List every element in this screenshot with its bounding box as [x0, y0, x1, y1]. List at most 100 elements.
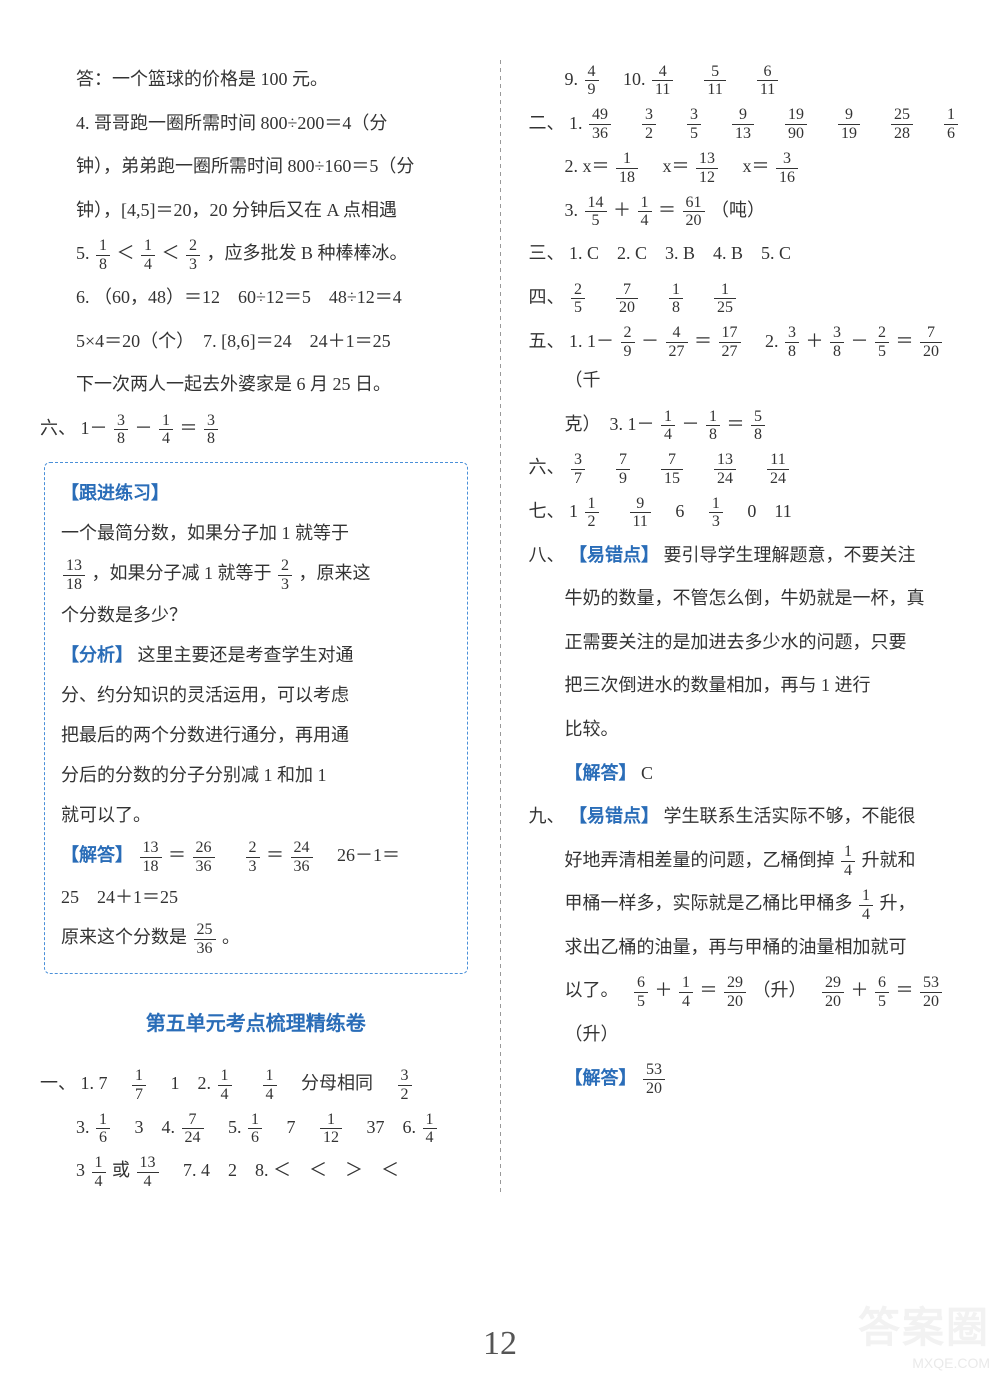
text: 分后的分数的分子分别减 1 和加 1 — [61, 757, 451, 793]
text: 把三次倒进水的数量相加，再与 1 进行 — [529, 666, 961, 706]
fraction: 14 — [638, 194, 652, 230]
fraction: 2436 — [291, 839, 313, 875]
text: 3. — [76, 1117, 94, 1137]
fraction: 17 — [132, 1067, 146, 1103]
fraction: 1324 — [714, 451, 736, 487]
fraction: 14 — [263, 1067, 277, 1103]
text: ＝ — [896, 980, 914, 1000]
text: x＝ — [645, 156, 690, 176]
text: 6 — [657, 501, 702, 521]
fraction: 2528 — [891, 106, 913, 142]
text: 1 2. — [153, 1073, 216, 1093]
text: 答：一个篮球的价格是 100 元。 — [40, 60, 472, 100]
section-label: 一、 — [40, 1064, 76, 1104]
fraction: 427 — [666, 324, 688, 360]
text — [920, 113, 938, 133]
fraction: 1990 — [785, 106, 807, 142]
text: ，原来这 — [299, 563, 371, 583]
fraction: 715 — [661, 451, 683, 487]
text: （升） — [529, 1015, 961, 1055]
text: 【解答】 C — [529, 754, 961, 794]
text: 个分数是多少？ — [61, 597, 451, 633]
text: ＋ — [655, 980, 673, 1000]
text: 三、 1. C 2. C 3. B 4. B 5. C — [529, 234, 961, 274]
text — [814, 113, 832, 133]
text: 钟），[4,5]＝20，20 分钟后又在 A 点相遇 — [40, 191, 472, 231]
text: 7. 4 2 8. ＜ ＜ ＞ ＜ — [165, 1160, 399, 1180]
fraction: 79 — [616, 451, 630, 487]
text: 原来这个分数是 2536 。 — [61, 919, 451, 957]
text: － — [851, 331, 869, 351]
text: 【解答】 5320 — [529, 1059, 961, 1099]
fraction: 49 — [585, 63, 599, 99]
text: 六、 1－ 38 － 14 ＝ 38 — [40, 409, 472, 449]
text: 2. — [747, 331, 783, 351]
text: 3 14 或 134 7. 4 2 8. ＜ ＜ ＞ ＜ — [40, 1151, 472, 1191]
fraction: 2636 — [193, 839, 215, 875]
text: 分母相同 — [283, 1073, 391, 1093]
tag: 【解答】 — [565, 1068, 637, 1088]
section-label: 四、 — [529, 278, 565, 318]
text: 升就和 — [862, 850, 916, 870]
section-label: 六、 — [529, 448, 565, 488]
text: 升， — [880, 893, 916, 913]
fraction: 13 — [709, 495, 723, 531]
fraction: 16 — [248, 1111, 262, 1147]
text: 好地弄清相差量的问题，乙桶倒掉 14 升就和 — [529, 841, 961, 881]
text: 这里主要还是考查学生对通 — [138, 645, 354, 665]
text: 2. x＝ 118 x＝ 1312 x＝ 316 — [529, 147, 961, 187]
text: － — [135, 418, 153, 438]
text: 3 — [76, 1160, 85, 1180]
left-column: 答：一个篮球的价格是 100 元。 4. 哥哥跑一圈所需时间 800÷200＝4… — [40, 60, 472, 1195]
fraction: 2920 — [822, 974, 844, 1010]
fraction: 112 — [320, 1111, 342, 1147]
fraction: 1318 — [140, 839, 162, 875]
fraction: 35 — [687, 106, 701, 142]
text: 克） 3. 1－ 14 － 18 ＝ 58 — [529, 405, 961, 445]
fraction: 14 — [661, 408, 675, 444]
text: （吨） — [711, 200, 765, 220]
text: x＝ — [725, 156, 770, 176]
text: 六、 37 79 715 1324 1124 — [529, 448, 961, 488]
text — [690, 287, 708, 307]
box-heading: 【跟进练习】 — [61, 475, 451, 511]
text: 10. — [605, 69, 650, 89]
text — [663, 113, 681, 133]
fraction: 4936 — [589, 106, 611, 142]
text: 下一次两人一起去外婆家是 6 月 25 日。 — [40, 365, 472, 405]
watermark-text: 答案圈 — [858, 1294, 990, 1355]
text: ＋ — [806, 331, 824, 351]
fraction: 23 — [246, 839, 260, 875]
fraction: 2536 — [194, 921, 216, 957]
text: 分、约分知识的灵活运用，可以考虑 — [61, 677, 451, 713]
text: 四、 25 720 18 125 — [529, 278, 961, 318]
text: 一、 1. 7 17 1 2. 14 14 分母相同 32 — [40, 1064, 472, 1104]
fraction: 14 — [679, 974, 693, 1010]
fraction: 65 — [634, 974, 648, 1010]
fraction: 913 — [732, 106, 754, 142]
text — [708, 113, 726, 133]
section-label: 五、 — [529, 322, 565, 362]
watermark: 答案圈 MXQE.COM — [858, 1294, 990, 1371]
text — [680, 69, 698, 89]
text: ＝ — [658, 200, 676, 220]
text: ＝ — [896, 331, 914, 351]
fraction: 911 — [630, 495, 651, 531]
text: 【分析】 这里主要还是考查学生对通 — [61, 637, 451, 673]
text: 求出乙桶的油量，再与甲桶的油量相加就可 — [529, 928, 961, 968]
fraction: 118 — [616, 150, 638, 186]
text: 1. 7 — [81, 1073, 126, 1093]
text: 九、 【易错点】 学生联系生活实际不够，不能很 — [529, 797, 961, 837]
text: 比较。 — [529, 710, 961, 750]
text — [605, 501, 623, 521]
text: 5×4＝20（个） 7. [8,6]＝24 24＋1＝25 — [40, 322, 472, 362]
text: ，如果分子减 1 就等于 — [92, 563, 272, 583]
page-number: 12 — [483, 1325, 517, 1363]
text: 五、 1. 1－ 29 － 427 ＝ 1727 2. 38 ＋ 38 － 25… — [529, 322, 961, 401]
section-label: 八、 — [529, 536, 565, 576]
text: 25 24＋1＝25 — [61, 879, 451, 915]
fraction: 65 — [875, 974, 889, 1010]
text: 。 — [222, 927, 240, 947]
text — [221, 845, 239, 865]
fraction: 14 — [218, 1067, 232, 1103]
